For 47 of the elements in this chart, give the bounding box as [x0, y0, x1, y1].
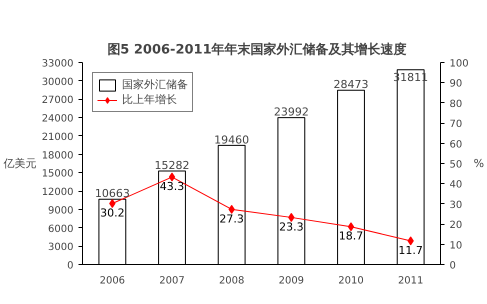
data-label: 23.3: [279, 220, 304, 234]
y-tick-label: 9000: [48, 205, 74, 216]
y-tick-label: 21000: [42, 132, 74, 143]
x-tick-label: 2008: [218, 276, 244, 286]
y2-tick-label: 30: [450, 200, 462, 211]
point: [348, 222, 354, 232]
y-tick-label: 30000: [42, 76, 74, 88]
x-tick-label: 2007: [159, 276, 185, 286]
y2-tick-label: 20: [450, 220, 462, 232]
point: [168, 172, 176, 182]
x-tick-label: 2006: [100, 276, 126, 286]
data-label: 23992: [274, 106, 309, 119]
x-tick-label: 2009: [278, 276, 304, 286]
y2-tick-label: 50: [450, 160, 462, 170]
data-label: 15282: [154, 158, 190, 172]
x-tick-label: 2011: [398, 276, 424, 286]
y-tick-label: 27000: [42, 95, 74, 106]
y-tick-label: 15000: [42, 168, 74, 180]
y-tick-label: 18000: [42, 150, 74, 162]
y-tick-label: 0: [67, 260, 74, 272]
legend-label: 比上年增长: [122, 92, 177, 107]
y2-tick-label: 60: [450, 139, 462, 150]
chart-title: 图5 2006-2011年年末国家外汇储备及其增长速度: [107, 42, 407, 58]
data-label: 27.3: [219, 212, 244, 226]
y-tick-label: 6000: [48, 224, 74, 235]
y2-tick-label: 10: [450, 240, 462, 252]
y2-tick-label: 70: [450, 119, 462, 130]
y-tick-label: 12000: [42, 187, 74, 198]
y-tick-label: 24000: [42, 114, 74, 125]
y-tick-label: 33000: [42, 58, 74, 70]
data-label: 18.7: [338, 230, 364, 243]
y-axis-title: 亿美元: [2, 157, 37, 170]
y2-tick-label: 80: [450, 98, 462, 110]
data-label: 10663: [94, 187, 130, 200]
x-tick-label: 2010: [338, 276, 364, 286]
data-label: 28473: [334, 78, 369, 92]
legend-label: 国家外汇储备: [122, 77, 188, 92]
y-tick-label: 3000: [48, 242, 74, 254]
y2-tick-label: 40: [450, 180, 462, 191]
y2-tick-label: 100: [450, 58, 469, 70]
data-label: 43.3: [160, 180, 184, 194]
y2-tick-label: 0: [450, 260, 456, 272]
y2-tick-label: 90: [450, 78, 462, 90]
y2-axis-title: %: [474, 157, 484, 170]
data-label: 19460: [214, 133, 250, 146]
data-label: 30.2: [100, 206, 125, 220]
data-label: 11.7: [398, 244, 423, 257]
